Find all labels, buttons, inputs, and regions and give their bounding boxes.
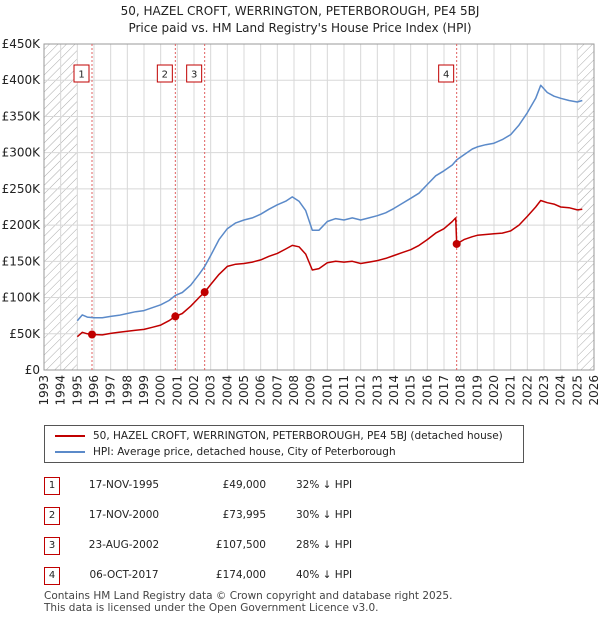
sale-label-box (186, 64, 203, 83)
legend-label-price-paid: 50, HAZEL CROFT, WERRINGTON, PETERBOROUG… (93, 430, 503, 442)
sale-label-text: 3 (191, 70, 197, 81)
legend-swatch-price-paid (55, 435, 85, 437)
sale-point (200, 288, 209, 297)
x-tick-label: 2003 (204, 375, 218, 406)
x-tick-label: 2017 (437, 375, 451, 406)
hatched-region (577, 44, 594, 370)
x-tick-label: 1996 (87, 375, 101, 406)
x-tick-label: 2019 (470, 375, 484, 406)
x-tick-label: 2025 (570, 375, 584, 406)
hpi-line (76, 84, 583, 322)
sale-point (171, 312, 180, 321)
x-tick-label: 2010 (320, 375, 334, 406)
x-tick-label: 2009 (304, 375, 318, 406)
sale-point (452, 239, 461, 248)
x-tick-label: 2005 (237, 375, 251, 406)
x-tick-label: 2016 (420, 375, 434, 406)
plot-area (44, 44, 594, 370)
x-tick-label: 2006 (254, 375, 268, 406)
x-tick-label: 2021 (504, 375, 518, 406)
title-line-2: Price paid vs. HM Land Registry's House … (128, 21, 472, 35)
sale-hpi-diff: 40% ↓ HPI (296, 569, 353, 581)
x-tick-label: 2013 (370, 375, 384, 406)
x-tick-label: 1993 (37, 375, 51, 406)
legend-swatch-hpi (55, 451, 85, 453)
sale-label-text: 4 (443, 70, 449, 81)
title-line-1: 50, HAZEL CROFT, WERRINGTON, PETERBOROUG… (120, 4, 480, 18)
sale-date: 17-NOV-2000 (88, 509, 160, 521)
y-tick-label: £300K (2, 146, 42, 160)
sale-row: 4 06-OCT-2017 £174,000 40% ↓ HPI (44, 567, 464, 585)
x-tick-label: 2020 (487, 375, 501, 406)
sale-number-badge: 4 (44, 567, 60, 585)
sale-hpi-diff: 32% ↓ HPI (296, 479, 353, 491)
x-tick-label: 2012 (354, 375, 368, 406)
sale-number-badge: 1 (44, 477, 60, 495)
sale-label-box (156, 64, 173, 83)
y-tick-label: £250K (2, 182, 42, 196)
sale-number-badge: 3 (44, 537, 60, 555)
sale-date: 17-NOV-1995 (88, 479, 160, 491)
x-tick-label: 1997 (104, 375, 118, 406)
y-tick-label: £450K (2, 37, 42, 51)
chart-title: 50, HAZEL CROFT, WERRINGTON, PETERBOROUG… (0, 3, 600, 37)
x-tick-label: 2022 (520, 375, 534, 406)
x-tick-label: 2007 (270, 375, 284, 406)
footer: Contains HM Land Registry data © Crown c… (44, 590, 452, 614)
sale-row: 1 17-NOV-1995 £49,000 32% ↓ HPI (44, 477, 464, 495)
y-tick-label: £50K (9, 327, 41, 341)
x-tick-label: 2004 (220, 375, 234, 406)
x-tick-label: 1994 (54, 375, 68, 406)
sale-label-text: 2 (162, 70, 168, 81)
x-tick-label: 1998 (120, 375, 134, 406)
y-tick-label: £150K (2, 254, 42, 268)
sale-price: £174,000 (215, 569, 266, 581)
sale-label-text: 1 (78, 70, 84, 81)
sale-point (88, 330, 96, 339)
legend: 50, HAZEL CROFT, WERRINGTON, PETERBOROUG… (44, 425, 524, 463)
x-tick-label: 2001 (170, 375, 184, 406)
sale-number-badge: 2 (44, 507, 60, 525)
x-tick-label: 1995 (70, 375, 84, 406)
x-tick-label: 2000 (154, 375, 168, 406)
sale-date: 23-AUG-2002 (88, 539, 160, 551)
y-tick-label: £350K (2, 109, 42, 123)
sale-price: £49,000 (222, 479, 266, 491)
y-tick-label: £100K (2, 291, 42, 305)
price-chart: £0 £50K £100K £150K £200K £250K £300K £350K £400… (2, 37, 600, 406)
x-tick-label: 2023 (537, 375, 551, 406)
sale-hpi-diff: 28% ↓ HPI (296, 539, 353, 551)
footer-licence: This data is licensed under the Open Gov… (44, 602, 379, 614)
plot-frame (43, 43, 595, 371)
sale-row: 3 23-AUG-2002 £107,500 28% ↓ HPI (44, 537, 464, 555)
sale-label-box (438, 64, 455, 83)
sale-price: £73,995 (222, 509, 266, 521)
x-tick-label: 2018 (454, 375, 468, 406)
x-tick-label: 2011 (337, 375, 351, 406)
sale-price: £107,500 (215, 539, 266, 551)
footer-copyright: Contains HM Land Registry data © Crown c… (44, 590, 453, 602)
x-tick-label: 1999 (137, 375, 151, 406)
sale-label-box (73, 64, 90, 83)
y-tick-label: £400K (2, 73, 42, 87)
sale-date: 06-OCT-2017 (89, 569, 159, 581)
x-tick-label: 2026 (587, 375, 600, 406)
y-tick-label: £200K (2, 218, 42, 232)
x-tick-label: 2008 (287, 375, 301, 406)
y-tick-label: £0 (25, 363, 40, 377)
sale-row: 2 17-NOV-2000 £73,995 30% ↓ HPI (44, 507, 464, 525)
x-tick-label: 2015 (404, 375, 418, 406)
x-tick-label: 2014 (387, 375, 401, 406)
x-tick-label: 2002 (187, 375, 201, 406)
sale-hpi-diff: 30% ↓ HPI (296, 509, 353, 521)
price-paid-line (76, 199, 583, 338)
legend-label-hpi: HPI: Average price, detached house, City… (93, 446, 396, 458)
x-tick-label: 2024 (554, 375, 568, 406)
